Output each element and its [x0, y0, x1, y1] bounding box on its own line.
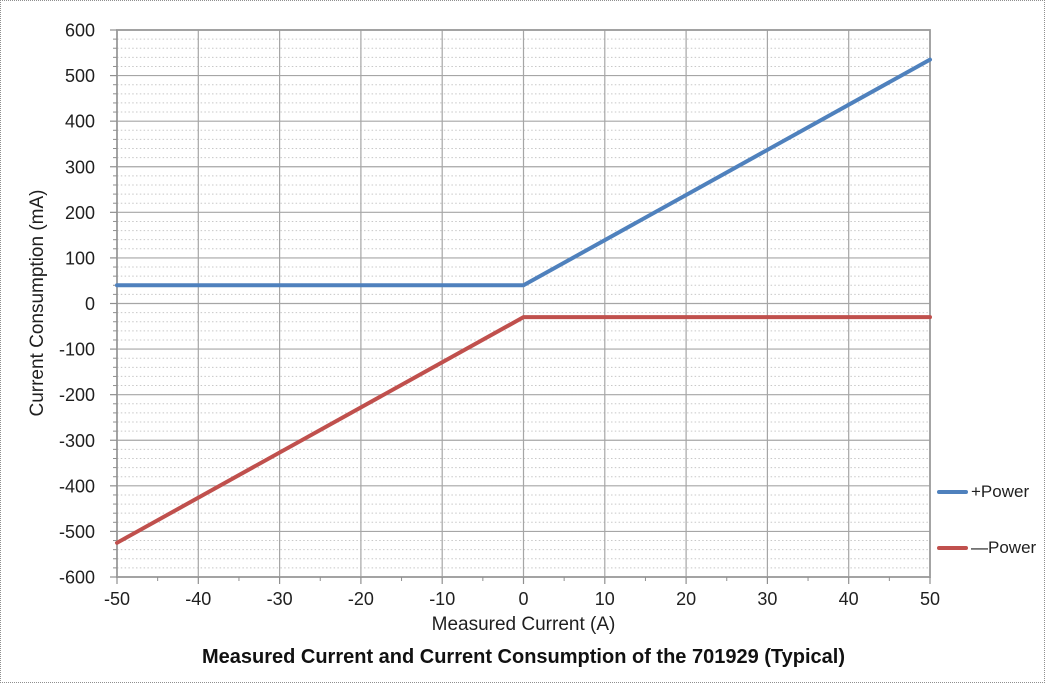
- y-tick-label: 300: [65, 157, 95, 177]
- y-tick-label: -400: [59, 476, 95, 496]
- y-tick-label: -600: [59, 568, 95, 588]
- y-tick-label: 600: [65, 21, 95, 41]
- x-tick-label: 20: [676, 589, 696, 609]
- y-tick-label: 0: [85, 294, 95, 314]
- y-tick-label: -200: [59, 385, 95, 405]
- y-tick-label: 400: [65, 112, 95, 132]
- minus-power-line: [115, 315, 932, 545]
- x-tick-label: -40: [185, 589, 211, 609]
- legend-label-plus-power: +Power: [971, 482, 1030, 501]
- x-tick-label: -10: [429, 589, 455, 609]
- x-tick-label: -30: [267, 589, 293, 609]
- x-tick-label: 40: [839, 589, 859, 609]
- plus-power-line: [115, 57, 932, 288]
- y-tick-label: 500: [65, 66, 95, 86]
- plus-power-line-swatch: [937, 490, 968, 494]
- y-tick-label: 100: [65, 248, 95, 268]
- x-tick-label: -50: [104, 589, 130, 609]
- y-tick-label: -100: [59, 340, 95, 360]
- y-axis-title: Current Consumption (mA): [27, 189, 48, 417]
- chart-title: Measured Current and Current Consumption…: [201, 646, 846, 668]
- x-tick-label: 0: [518, 589, 528, 609]
- legend-label-minus-power: —Power: [971, 538, 1037, 557]
- y-tick-label: -300: [59, 431, 95, 451]
- x-tick-label: -20: [348, 589, 374, 609]
- y-tick-label: 200: [65, 203, 95, 223]
- minus-power-line-swatch: [937, 546, 968, 550]
- x-tick-label: 10: [595, 589, 615, 609]
- legend-item-plus-power: +Power: [937, 482, 1029, 502]
- legend-item-minus-power: —Power: [937, 538, 1036, 558]
- y-tick-label: -500: [59, 522, 95, 542]
- x-axis-title: Measured Current (A): [431, 614, 616, 635]
- x-tick-label: 30: [757, 589, 777, 609]
- x-tick-label: 50: [920, 589, 940, 609]
